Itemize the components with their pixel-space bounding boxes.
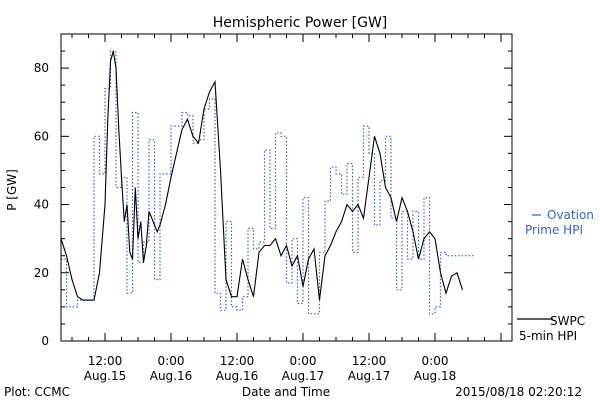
y-tick-label: 0 (41, 334, 49, 348)
y-tick-label: 20 (34, 266, 49, 280)
footer-source: Plot: CCMC (4, 385, 70, 399)
y-tick-label: 40 (34, 198, 49, 212)
plot-frame (60, 33, 513, 342)
y-tick-label: 60 (34, 129, 49, 143)
x-axis-label: Date and Time (242, 385, 330, 399)
legend-swpc-label-1: SWPC (550, 314, 585, 328)
series-lines (60, 50, 474, 315)
x-tick-label-time: 12:00 (88, 354, 123, 368)
x-tick-label-time: 12:00 (220, 354, 255, 368)
x-tick-labels: 12:00Aug.150:00Aug.1612:00Aug.160:00Aug.… (84, 354, 457, 383)
x-tick-label-time: 0:00 (290, 354, 317, 368)
x-tick-label-time: 0:00 (422, 354, 449, 368)
y-tick-label: 80 (34, 61, 49, 75)
x-tick-label-time: 0:00 (158, 354, 185, 368)
legend-swpc-label-2: 5-min HPI (519, 329, 577, 343)
x-tick-label-date: Aug.17 (282, 369, 325, 383)
series-swpc-line (60, 50, 464, 301)
x-tick-label-date: Aug.15 (84, 369, 127, 383)
x-tick-label-date: Aug.16 (216, 369, 259, 383)
legend: Ovation Prime HPI SWPC 5-min HPI (517, 208, 594, 343)
footer-timestamp: 2015/08/18 02:20:12 (455, 385, 582, 399)
x-tick-label-date: Aug.17 (348, 369, 391, 383)
y-axis-label: P [GW] (5, 169, 19, 211)
legend-ovation-label-2: Prime HPI (525, 223, 583, 237)
x-tick-label-date: Aug.18 (414, 369, 457, 383)
x-tick-label-time: 12:00 (352, 354, 387, 368)
legend-ovation-label-1: Ovation (547, 208, 594, 222)
chart-title: Hemispheric Power [GW] (213, 15, 388, 31)
series-ovation-line (61, 50, 474, 315)
y-tick-labels: 0 20 40 60 80 (34, 61, 49, 348)
x-tick-label-date: Aug.16 (150, 369, 193, 383)
